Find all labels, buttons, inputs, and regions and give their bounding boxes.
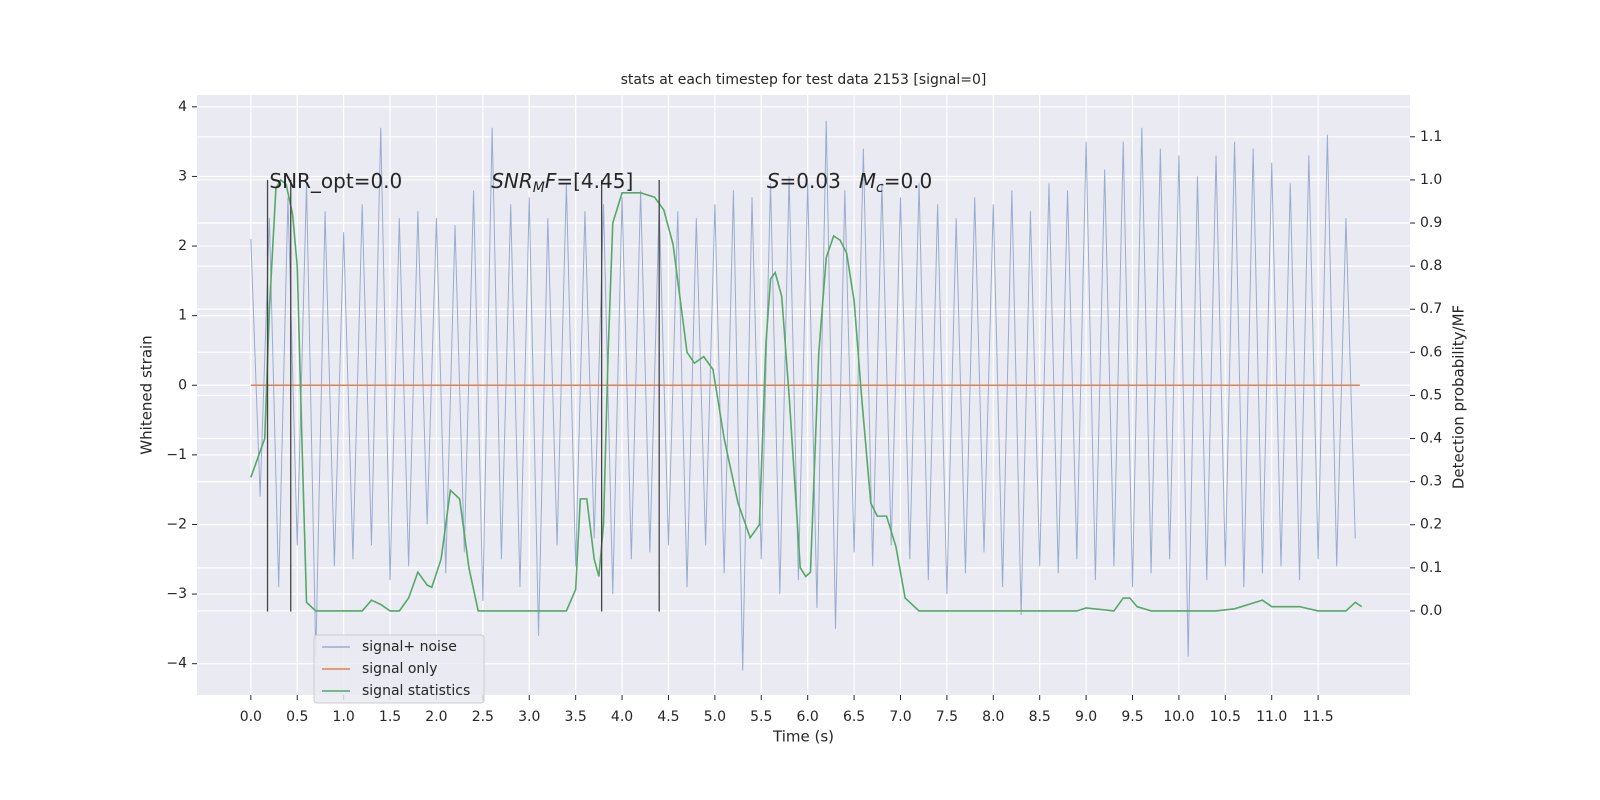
- x-tick-label: 2.0: [425, 709, 447, 725]
- annotation: Mc=0.0: [859, 169, 933, 196]
- x-tick-label: 3.0: [518, 709, 540, 725]
- x-tick-label: 8.0: [982, 709, 1004, 725]
- x-tick-label: 4.5: [657, 709, 679, 725]
- y2-tick-label: 0.5: [1420, 387, 1442, 403]
- annotation-part: F: [545, 169, 557, 193]
- x-tick-label: 1.0: [333, 709, 355, 725]
- x-tick-label: 2.5: [472, 709, 494, 725]
- y2-tick-label: 1.0: [1420, 172, 1442, 188]
- y2-tick-label: 0.1: [1420, 560, 1442, 576]
- series-line: [250, 120, 1356, 671]
- x-tick-label: 9.0: [1075, 709, 1097, 725]
- y2-tick-label: 0.3: [1420, 474, 1442, 490]
- x-tick-label: 9.5: [1121, 709, 1143, 725]
- annotation: SNRMF=[4.45]: [491, 169, 633, 196]
- x-tick-label: 0.0: [240, 709, 262, 725]
- x-tick-label: 3.5: [565, 709, 587, 725]
- annotation-part: S: [767, 169, 780, 193]
- y2-tick-label: 0.6: [1420, 344, 1442, 360]
- annotation-part: M: [859, 169, 876, 193]
- x-tick-label: 0.5: [286, 709, 308, 725]
- series-line: [250, 178, 1363, 612]
- y2-axis-label: Detection probability/MF: [1450, 305, 1468, 489]
- y2-tick-label: 0.7: [1420, 301, 1442, 317]
- legend-label: signal statistics: [362, 683, 470, 699]
- chart-title: stats at each timestep for test data 215…: [621, 72, 987, 88]
- legend-label: signal only: [362, 661, 437, 677]
- x-tick-label: 8.5: [1029, 709, 1051, 725]
- annotation-part: =0.03: [780, 169, 841, 193]
- y-tick-label: 4: [178, 99, 187, 115]
- y-tick-label: −1: [166, 447, 187, 463]
- y-tick-label: 0: [178, 377, 187, 393]
- x-axis-label: Time (s): [772, 728, 834, 746]
- annotation-part: =0.0: [884, 169, 933, 193]
- y-tick-label: −2: [166, 516, 187, 532]
- x-tick-label: 1.5: [379, 709, 401, 725]
- x-tick-label: 11.0: [1256, 709, 1287, 725]
- annotation: SNR_opt=0.0: [269, 169, 402, 193]
- annotation-part: SNR_opt=0.0: [269, 169, 402, 193]
- legend-box: [313, 634, 485, 704]
- y-tick-label: −3: [166, 586, 187, 602]
- y-tick-label: 3: [178, 168, 187, 184]
- y2-tick-label: 0.4: [1420, 431, 1442, 447]
- annotation-part: c: [876, 179, 884, 195]
- legend-label: signal+ noise: [362, 639, 457, 655]
- x-tick-label: 6.5: [843, 709, 865, 725]
- annotation-part: =[4.45]: [556, 169, 633, 193]
- x-tick-label: 5.5: [750, 709, 772, 725]
- y2-tick-label: 0.2: [1420, 517, 1442, 533]
- x-tick-label: 10.5: [1210, 709, 1241, 725]
- y2-tick-label: 1.1: [1420, 129, 1442, 145]
- x-tick-label: 11.5: [1303, 709, 1334, 725]
- y-axis-label: Whitened strain: [138, 335, 156, 454]
- y-tick-label: 1: [178, 308, 187, 324]
- annotation: S=0.03: [767, 169, 841, 193]
- y-tick-label: 2: [178, 238, 187, 254]
- x-tick-label: 4.0: [611, 709, 633, 725]
- x-tick-label: 5.0: [704, 709, 726, 725]
- x-tick-label: 7.0: [889, 709, 911, 725]
- x-tick-label: 7.5: [936, 709, 958, 725]
- x-tick-label: 10.0: [1163, 709, 1194, 725]
- y-tick-label: −4: [166, 656, 187, 672]
- x-tick-label: 6.0: [797, 709, 819, 725]
- annotation-part: SNR: [491, 169, 533, 193]
- y2-tick-label: 0.8: [1420, 258, 1442, 274]
- y2-tick-label: 0.0: [1420, 603, 1442, 619]
- y2-tick-label: 0.9: [1420, 215, 1442, 231]
- annotation-part: M: [533, 179, 545, 195]
